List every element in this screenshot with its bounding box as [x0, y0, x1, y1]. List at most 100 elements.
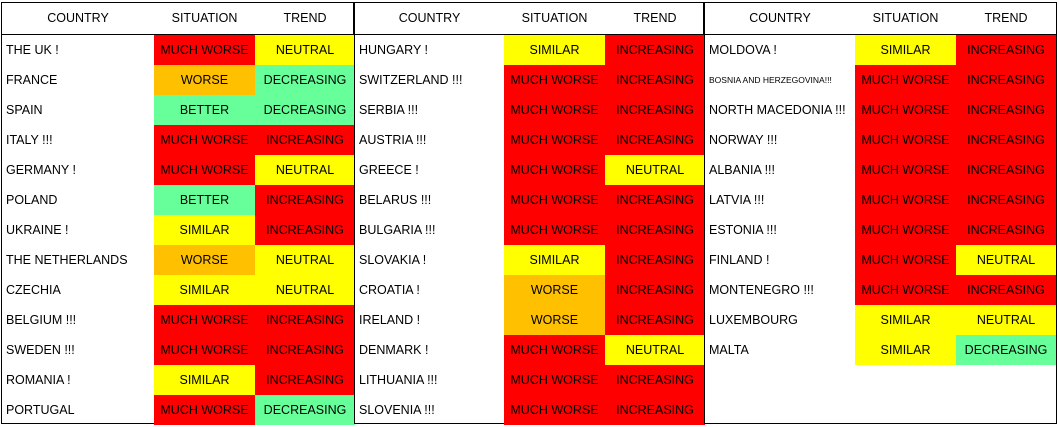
table-header: COUNTRY SITUATION TREND	[355, 3, 703, 35]
country-cell: HUNGARY !	[359, 43, 429, 57]
country-cell: LITHUANIA !!!	[359, 373, 438, 387]
situation-cell: MUCH WORSE	[855, 215, 956, 245]
country-cell: PORTUGAL	[6, 403, 75, 417]
table-row: MONTENEGRO !!! MUCH WORSE INCREASING	[705, 275, 1056, 305]
table-row: MALTA SIMILAR DECREASING	[705, 335, 1056, 365]
country-cell: DENMARK !	[359, 343, 429, 357]
country-cell: BOSNIA AND HERZEGOVINA!!!	[709, 75, 832, 85]
header-country: COUNTRY	[749, 11, 811, 25]
situation-cell: MUCH WORSE	[154, 395, 255, 425]
situation-cell: MUCH WORSE	[855, 155, 956, 185]
trend-cell: INCREASING	[956, 155, 1056, 185]
country-cell: NORTH MACEDONIA !!!	[709, 103, 846, 117]
trend-cell: INCREASING	[956, 35, 1056, 65]
table-row: LUXEMBOURG SIMILAR NEUTRAL	[705, 305, 1056, 335]
table-row: SERBIA !!! MUCH WORSE INCREASING	[355, 95, 705, 125]
trend-cell: INCREASING	[956, 275, 1056, 305]
table-panel-2: COUNTRY SITUATION TREND HUNGARY ! SIMILAR INC…	[354, 2, 705, 425]
table-row: FRANCE WORSE DECREASING	[2, 65, 355, 95]
table-row: SLOVAKIA ! SIMILAR INCREASING	[355, 245, 705, 275]
table-row: SPAIN BETTER DECREASING	[2, 95, 355, 125]
situation-cell: MUCH WORSE	[855, 245, 956, 275]
situation-cell: SIMILAR	[504, 245, 605, 275]
trend-cell: INCREASING	[605, 65, 705, 95]
situation-cell: MUCH WORSE	[154, 125, 255, 155]
country-cell: UKRAINE !	[6, 223, 69, 237]
country-cell: IRELAND !	[359, 313, 421, 327]
trend-cell: NEUTRAL	[255, 155, 355, 185]
trend-cell: INCREASING	[956, 95, 1056, 125]
table-row: UKRAINE ! SIMILAR INCREASING	[2, 215, 355, 245]
table-row: SWITZERLAND !!! MUCH WORSE INCREASING	[355, 65, 705, 95]
table-row: CZECHIA SIMILAR NEUTRAL	[2, 275, 355, 305]
country-cell: SERBIA !!!	[359, 103, 419, 117]
situation-cell: SIMILAR	[855, 335, 956, 365]
situation-cell: MUCH WORSE	[154, 155, 255, 185]
country-cell: SLOVAKIA !	[359, 253, 427, 267]
table-row: GREECE ! MUCH WORSE NEUTRAL	[355, 155, 705, 185]
table-row: HUNGARY ! SIMILAR INCREASING	[355, 35, 705, 65]
situation-cell: MUCH WORSE	[154, 335, 255, 365]
table-row: DENMARK ! MUCH WORSE NEUTRAL	[355, 335, 705, 365]
situation-cell: MUCH WORSE	[855, 95, 956, 125]
country-cell: FRANCE	[6, 73, 58, 87]
country-cell: ESTONIA !!!	[709, 223, 777, 237]
trend-cell: DECREASING	[956, 335, 1056, 365]
situation-cell: MUCH WORSE	[504, 155, 605, 185]
header-trend: TREND	[984, 11, 1028, 25]
trend-cell: INCREASING	[605, 35, 705, 65]
situation-cell: MUCH WORSE	[504, 215, 605, 245]
table-header: COUNTRY SITUATION TREND	[2, 3, 353, 35]
country-cell: SWEDEN !!!	[6, 343, 75, 357]
table-row: BOSNIA AND HERZEGOVINA!!! MUCH WORSE INCRE…	[705, 65, 1056, 95]
table-panel-1: COUNTRY SITUATION TREND THE UK ! MUCH WORSE N…	[1, 2, 355, 425]
table-row: POLAND BETTER INCREASING	[2, 185, 355, 215]
trend-cell: NEUTRAL	[255, 35, 355, 65]
situation-cell: MUCH WORSE	[855, 275, 956, 305]
situation-cell: MUCH WORSE	[154, 35, 255, 65]
country-cell: CZECHIA	[6, 283, 61, 297]
country-cell: ROMANIA !	[6, 373, 71, 387]
situation-cell: MUCH WORSE	[504, 365, 605, 395]
trend-cell: DECREASING	[255, 395, 355, 425]
situation-cell: MUCH WORSE	[504, 185, 605, 215]
trend-cell: INCREASING	[605, 215, 705, 245]
country-cell: POLAND	[6, 193, 58, 207]
situation-cell: MUCH WORSE	[855, 65, 956, 95]
table-row: NORWAY !!! MUCH WORSE INCREASING	[705, 125, 1056, 155]
situation-cell: SIMILAR	[855, 35, 956, 65]
situation-cell: SIMILAR	[504, 35, 605, 65]
country-cell: ALBANIA !!!	[709, 163, 776, 177]
trend-cell: NEUTRAL	[956, 305, 1056, 335]
country-cell: CROATIA !	[359, 283, 420, 297]
table-row: CROATIA ! WORSE INCREASING	[355, 275, 705, 305]
table-row: IRELAND ! WORSE INCREASING	[355, 305, 705, 335]
situation-cell: MUCH WORSE	[504, 335, 605, 365]
situation-cell: MUCH WORSE	[504, 65, 605, 95]
trend-cell: INCREASING	[605, 275, 705, 305]
situation-cell: MUCH WORSE	[504, 395, 605, 425]
situation-cell: SIMILAR	[154, 365, 255, 395]
table-row: PORTUGAL MUCH WORSE DECREASING	[2, 395, 355, 425]
table-row: MOLDOVA ! SIMILAR INCREASING	[705, 35, 1056, 65]
header-situation: SITUATION	[171, 11, 238, 25]
situation-cell: WORSE	[154, 245, 255, 275]
trend-cell: INCREASING	[255, 365, 355, 395]
table-row: AUSTRIA !!! MUCH WORSE INCREASING	[355, 125, 705, 155]
country-cell: MOLDOVA !	[709, 43, 777, 57]
trend-cell: NEUTRAL	[956, 245, 1056, 275]
trend-cell: NEUTRAL	[605, 335, 705, 365]
table-row: GERMANY ! MUCH WORSE NEUTRAL	[2, 155, 355, 185]
trend-cell: DECREASING	[255, 95, 355, 125]
header-country: COUNTRY	[398, 11, 461, 25]
trend-cell: INCREASING	[956, 185, 1056, 215]
situation-cell: MUCH WORSE	[504, 95, 605, 125]
trend-cell: INCREASING	[255, 125, 355, 155]
trend-cell: INCREASING	[605, 365, 705, 395]
trend-cell: INCREASING	[255, 305, 355, 335]
header-situation: SITUATION	[521, 11, 588, 25]
table-row: THE UK ! MUCH WORSE NEUTRAL	[2, 35, 355, 65]
table-row: BULGARIA !!! MUCH WORSE INCREASING	[355, 215, 705, 245]
country-cell: THE UK !	[6, 43, 59, 57]
